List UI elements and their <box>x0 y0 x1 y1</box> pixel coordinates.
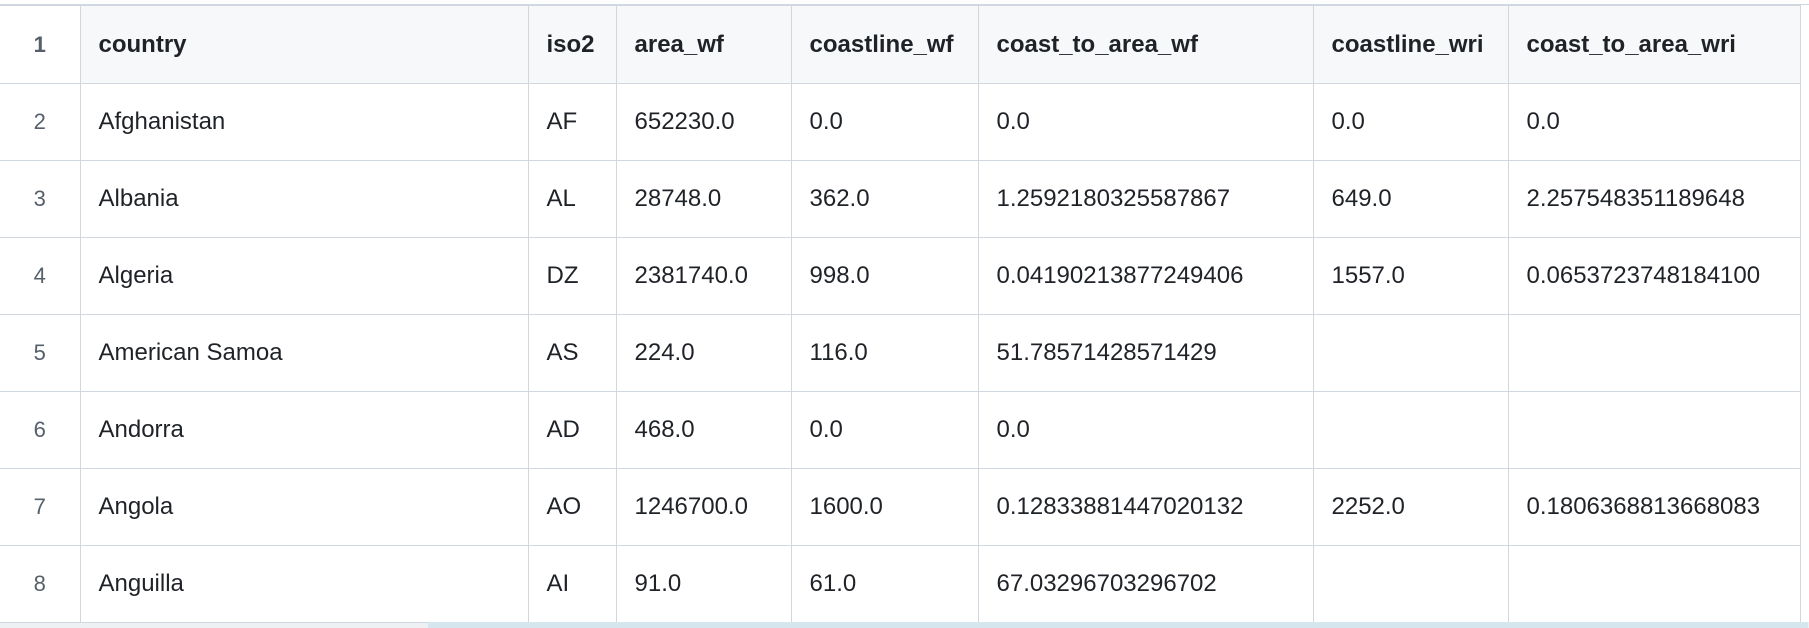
table-cell: 998.0 <box>790 237 979 315</box>
table-cell <box>1312 545 1509 623</box>
line-number[interactable]: 8 <box>0 545 81 623</box>
table-cell <box>1507 545 1801 623</box>
table-cell: 0.0 <box>1507 83 1801 161</box>
table-cell: 1246700.0 <box>615 468 792 546</box>
table-cell: 0.0653723748184100 <box>1507 237 1801 315</box>
horizontal-scrollbar[interactable] <box>0 622 1809 628</box>
table-cell <box>1507 391 1801 469</box>
table-cell: 2.257548351189648 <box>1507 160 1801 238</box>
table-row: 8 Anguilla AI 91.0 61.0 67.0329670329670… <box>0 545 1801 623</box>
table-cell: 1557.0 <box>1312 237 1509 315</box>
table-cell <box>1507 314 1801 392</box>
csv-table: 1 country iso2 area_wf coastline_wf coas… <box>0 5 1801 623</box>
table-cell: 0.04190213877249406 <box>977 237 1314 315</box>
table-cell: 2252.0 <box>1312 468 1509 546</box>
table-cell: 0.12833881447020132 <box>977 468 1314 546</box>
line-number[interactable]: 3 <box>0 160 81 238</box>
table-row: 6 Andorra AD 468.0 0.0 0.0 <box>0 391 1801 469</box>
table-cell: 362.0 <box>790 160 979 238</box>
table-cell: Algeria <box>79 237 529 315</box>
table-cell: AL <box>527 160 617 238</box>
table-cell: 649.0 <box>1312 160 1509 238</box>
top-border <box>0 0 1809 5</box>
table-cell: 652230.0 <box>615 83 792 161</box>
column-header-area-wf: area_wf <box>615 5 792 84</box>
table-cell: 468.0 <box>615 391 792 469</box>
scrollbar-track-edge <box>0 622 428 623</box>
table-cell: AF <box>527 83 617 161</box>
table-cell <box>1312 391 1509 469</box>
column-header-coast-to-area-wf: coast_to_area_wf <box>977 5 1314 84</box>
table-cell: American Samoa <box>79 314 529 392</box>
table-cell: AD <box>527 391 617 469</box>
line-number[interactable]: 7 <box>0 468 81 546</box>
table-row: 3 Albania AL 28748.0 362.0 1.25921803255… <box>0 160 1801 238</box>
table-cell: Albania <box>79 160 529 238</box>
table-cell: Anguilla <box>79 545 529 623</box>
line-number[interactable]: 2 <box>0 83 81 161</box>
scrollbar-thumb[interactable] <box>428 622 1808 628</box>
table-cell: DZ <box>527 237 617 315</box>
column-header-iso2: iso2 <box>527 5 617 84</box>
table-cell: 0.0 <box>977 391 1314 469</box>
table-cell: 0.0 <box>790 83 979 161</box>
table-cell: 2381740.0 <box>615 237 792 315</box>
table-cell: 0.1806368813668083 <box>1507 468 1801 546</box>
column-header-coastline-wf: coastline_wf <box>790 5 979 84</box>
table-cell: 224.0 <box>615 314 792 392</box>
table-row: 7 Angola AO 1246700.0 1600.0 0.128338814… <box>0 468 1801 546</box>
table-cell: 51.78571428571429 <box>977 314 1314 392</box>
table-cell: Angola <box>79 468 529 546</box>
column-header-country: country <box>79 5 529 84</box>
header-row: 1 country iso2 area_wf coastline_wf coas… <box>0 5 1801 84</box>
table-cell: 0.0 <box>977 83 1314 161</box>
table-row: 2 Afghanistan AF 652230.0 0.0 0.0 0.0 0.… <box>0 83 1801 161</box>
table-cell: 116.0 <box>790 314 979 392</box>
table-cell <box>1312 314 1509 392</box>
table-cell: 0.0 <box>1312 83 1509 161</box>
table-cell: 91.0 <box>615 545 792 623</box>
column-header-coast-to-area-wri: coast_to_area_wri <box>1507 5 1801 84</box>
table-cell: 1600.0 <box>790 468 979 546</box>
line-number[interactable]: 1 <box>0 5 81 84</box>
line-number[interactable]: 6 <box>0 391 81 469</box>
table-cell: 67.03296703296702 <box>977 545 1314 623</box>
table-row: 5 American Samoa AS 224.0 116.0 51.78571… <box>0 314 1801 392</box>
table-cell: AI <box>527 545 617 623</box>
table-row: 4 Algeria DZ 2381740.0 998.0 0.041902138… <box>0 237 1801 315</box>
table-cell: 61.0 <box>790 545 979 623</box>
table-cell: 0.0 <box>790 391 979 469</box>
line-number[interactable]: 5 <box>0 314 81 392</box>
table-cell: 28748.0 <box>615 160 792 238</box>
table-cell: AS <box>527 314 617 392</box>
table-cell: Andorra <box>79 391 529 469</box>
table-cell: Afghanistan <box>79 83 529 161</box>
table-cell: 1.2592180325587867 <box>977 160 1314 238</box>
line-number[interactable]: 4 <box>0 237 81 315</box>
table-cell: AO <box>527 468 617 546</box>
column-header-coastline-wri: coastline_wri <box>1312 5 1509 84</box>
